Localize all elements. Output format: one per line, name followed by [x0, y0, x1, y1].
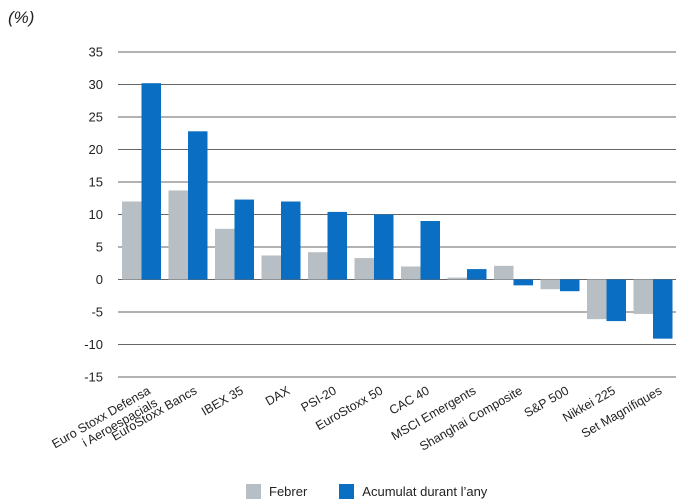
y-unit-label: (%) [8, 8, 35, 27]
y-tick-label: 5 [96, 240, 103, 255]
bar-acumulat [467, 269, 487, 280]
x-tick-label-line: Set Magnífiques [579, 383, 664, 440]
legend-label-acumulat: Acumulat durant l’any [362, 484, 488, 499]
bar-febrer [447, 277, 467, 280]
bar-acumulat [327, 211, 347, 280]
bar-febrer [540, 279, 560, 290]
bar-febrer [168, 190, 188, 280]
y-tick-label: 20 [89, 142, 103, 157]
bar-acumulat [141, 83, 161, 280]
bar-febrer [587, 279, 607, 320]
y-tick-label: -10 [84, 337, 103, 352]
y-tick-label: -15 [84, 370, 103, 385]
legend-swatch-febrer [246, 484, 261, 499]
y-tick-label: 35 [89, 45, 103, 60]
x-tick-label: IBEX 35 [199, 383, 246, 418]
bar-acumulat [513, 279, 533, 286]
bar-febrer [401, 266, 421, 280]
bar-febrer [354, 258, 374, 280]
bar-acumulat [420, 221, 440, 280]
bar-febrer [494, 265, 514, 280]
bar-acumulat [560, 279, 580, 292]
legend-label-febrer: Febrer [269, 484, 308, 499]
bar-acumulat [374, 214, 394, 280]
legend-item-febrer: Febrer [246, 484, 307, 499]
y-tick-label: 10 [89, 207, 103, 222]
y-tick-label: 30 [89, 77, 103, 92]
y-tick-label: 15 [89, 175, 103, 190]
x-tick-label-line: DAX [263, 383, 293, 408]
bar-febrer [261, 255, 281, 280]
bar-acumulat [281, 201, 301, 280]
y-tick-label: -5 [91, 305, 103, 320]
legend-item-acumulat: Acumulat durant l’any [339, 484, 487, 499]
legend-swatch-acumulat [339, 484, 355, 499]
bar-febrer [122, 201, 142, 280]
bar-febrer [308, 252, 328, 280]
y-tick-label: 0 [96, 272, 103, 287]
legend: Febrer Acumulat durant l’any [246, 484, 519, 499]
x-tick-label: Set Magnífiques [579, 383, 664, 440]
bar-febrer [633, 279, 653, 314]
bar-acumulat [188, 131, 208, 280]
y-tick-label: 25 [89, 110, 103, 125]
bar-acumulat [606, 279, 626, 322]
bar-acumulat [234, 199, 254, 280]
x-tick-label-line: IBEX 35 [199, 383, 246, 418]
bar-febrer [215, 228, 235, 280]
bar-acumulat [653, 279, 673, 339]
x-tick-label: DAX [263, 383, 293, 408]
